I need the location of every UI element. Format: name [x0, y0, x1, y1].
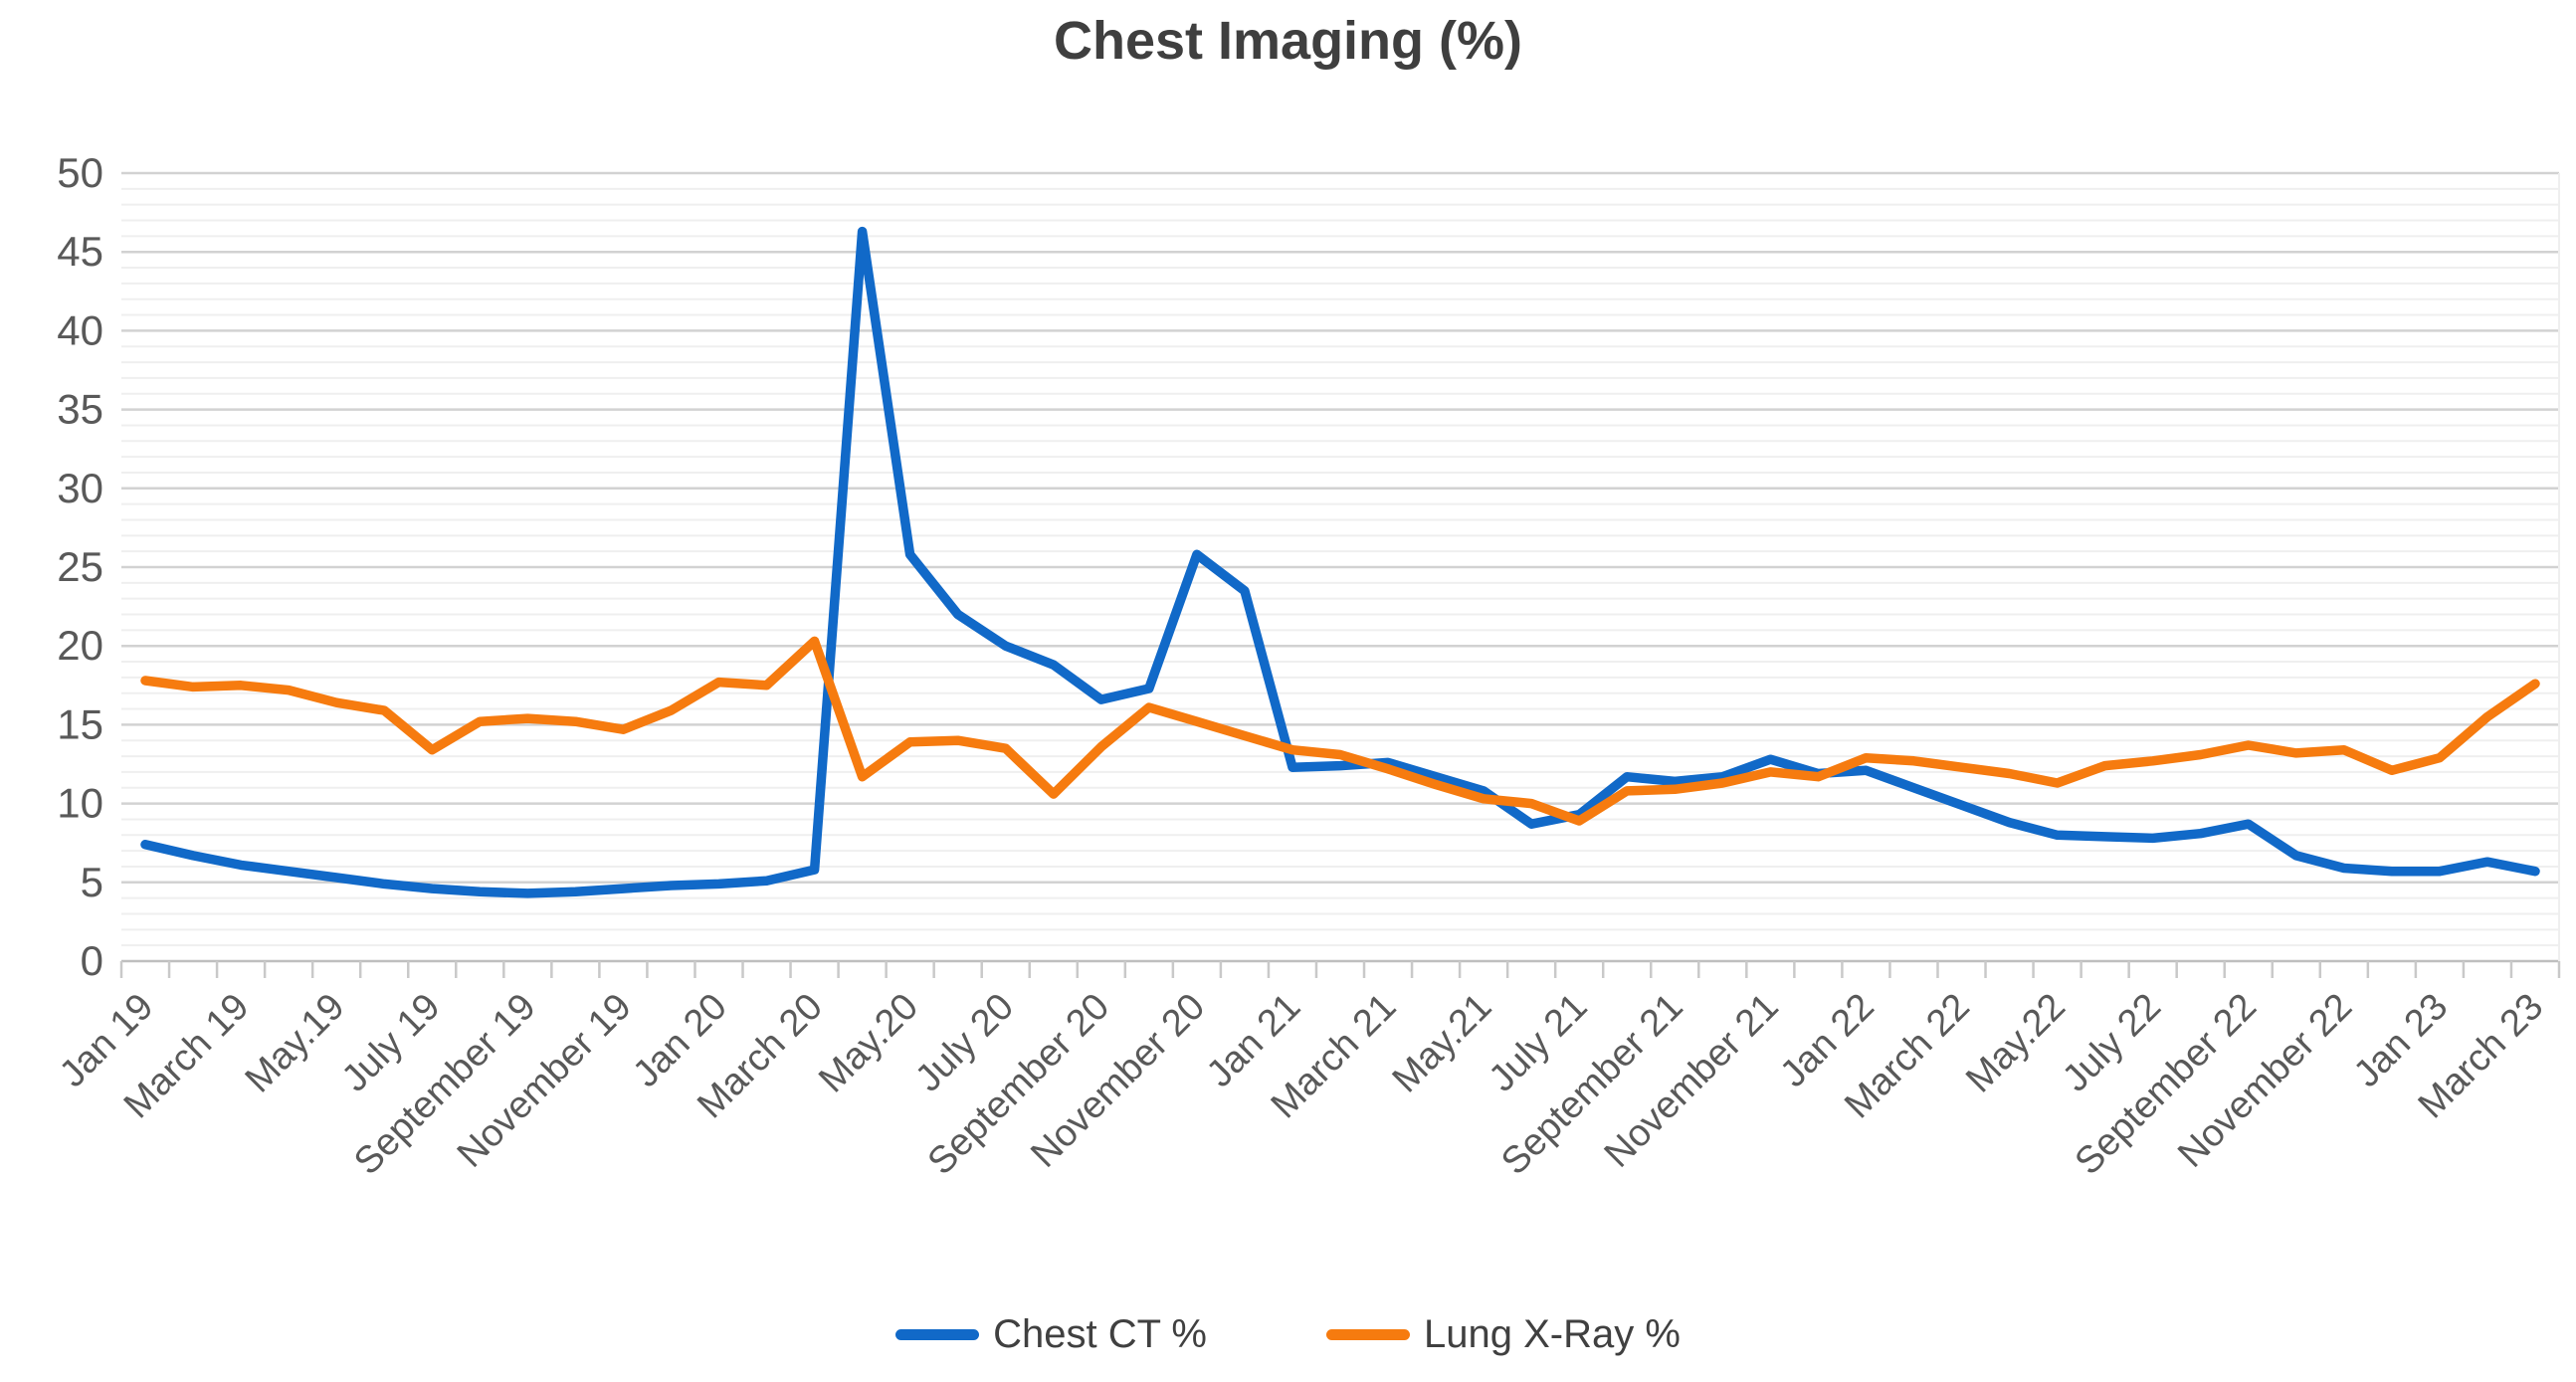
y-axis-label: 15 — [57, 700, 103, 747]
chart-title: Chest Imaging (%) — [1053, 11, 1523, 71]
chest-ct-line-swatch — [895, 1328, 980, 1340]
y-axis-label: 10 — [57, 780, 103, 827]
x-axis-label: May.22 — [1958, 986, 2074, 1101]
y-axis-label: 5 — [81, 859, 103, 905]
y-axis-label: 50 — [57, 149, 103, 196]
series-line-chest-ct — [140, 226, 2540, 898]
x-axis-label: May.20 — [811, 986, 926, 1101]
y-axis-label: 35 — [57, 386, 103, 433]
y-axis-label: 45 — [57, 228, 103, 275]
x-axis-label: May.21 — [1385, 986, 1500, 1101]
series-line-lung-x-ray — [140, 636, 2540, 826]
x-axis-label: May.19 — [238, 986, 353, 1101]
y-axis-label: 0 — [81, 937, 103, 984]
legend-label-chest-ct: Chest CT % — [993, 1311, 1207, 1356]
legend-item-lung-xray: Lung X-Ray % — [1325, 1311, 1681, 1357]
y-axis-label: 25 — [57, 543, 103, 590]
legend-label-lung-xray: Lung X-Ray % — [1423, 1311, 1681, 1356]
lung-xray-line-swatch — [1325, 1328, 1410, 1340]
y-axis-label: 20 — [57, 622, 103, 669]
chart-legend: Chest CT % Lung X-Ray % — [0, 1299, 2576, 1369]
legend-item-chest-ct: Chest CT % — [895, 1312, 1207, 1357]
y-axis-label: 40 — [57, 306, 103, 353]
y-axis-label: 30 — [57, 465, 103, 511]
